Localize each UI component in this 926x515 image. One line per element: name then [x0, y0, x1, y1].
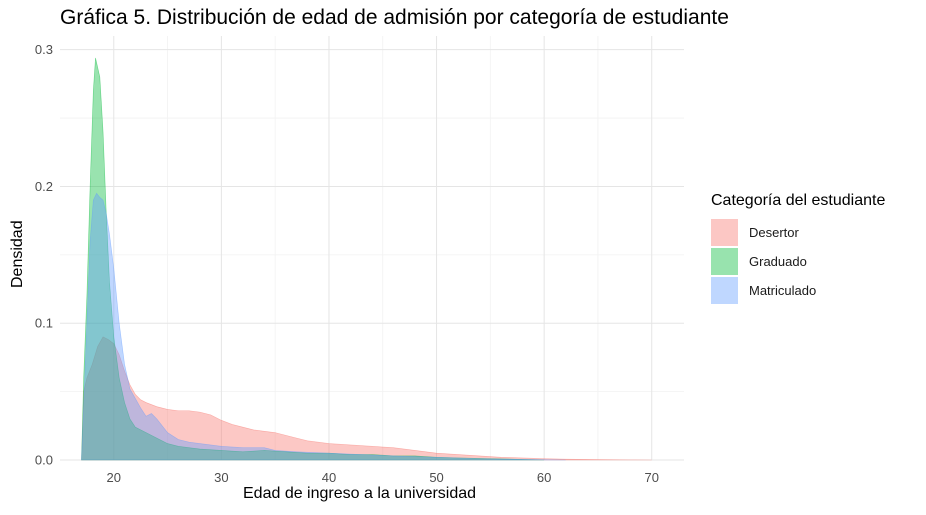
x-tick-label: 20	[107, 470, 121, 485]
legend-item-graduado: Graduado	[711, 247, 885, 276]
x-axis-ticks: 20 30 40 50 60 70	[107, 470, 659, 485]
x-tick-label: 40	[322, 470, 336, 485]
legend: Categoría del estudiante Desertor Gradua…	[711, 192, 885, 305]
y-axis-ticks: 0.0 0.1 0.2 0.3	[35, 42, 53, 467]
density-area-graduado	[81, 57, 545, 461]
legend-key-matriculado	[711, 277, 738, 304]
legend-label-desertor: Desertor	[749, 225, 799, 240]
y-axis-label: Densidad	[9, 220, 26, 288]
grid-major	[60, 36, 684, 461]
legend-item-matriculado: Matriculado	[711, 276, 885, 305]
legend-label-graduado: Graduado	[749, 254, 807, 269]
x-tick-label: 30	[214, 470, 228, 485]
legend-key-desertor	[711, 219, 738, 246]
x-tick-label: 70	[644, 470, 658, 485]
x-axis-label: Edad de ingreso a la universidad	[243, 485, 477, 502]
chart-title: Gráfica 5. Distribución de edad de admis…	[60, 6, 729, 29]
density-area-desertor	[81, 336, 652, 461]
x-tick-label: 60	[537, 470, 551, 485]
grid-minor	[60, 36, 684, 460]
y-tick-label: 0.3	[35, 42, 53, 57]
legend-key-graduado	[711, 248, 738, 275]
legend-title: Categoría del estudiante	[711, 192, 886, 209]
density-areas	[81, 57, 652, 461]
density-area-matriculado	[81, 192, 566, 461]
y-tick-label: 0.1	[35, 316, 53, 331]
y-tick-label: 0.0	[35, 453, 53, 468]
legend-label-matriculado: Matriculado	[749, 283, 817, 298]
x-tick-label: 50	[429, 470, 443, 485]
legend-item-desertor: Desertor	[711, 218, 885, 247]
y-tick-label: 0.2	[35, 179, 53, 194]
